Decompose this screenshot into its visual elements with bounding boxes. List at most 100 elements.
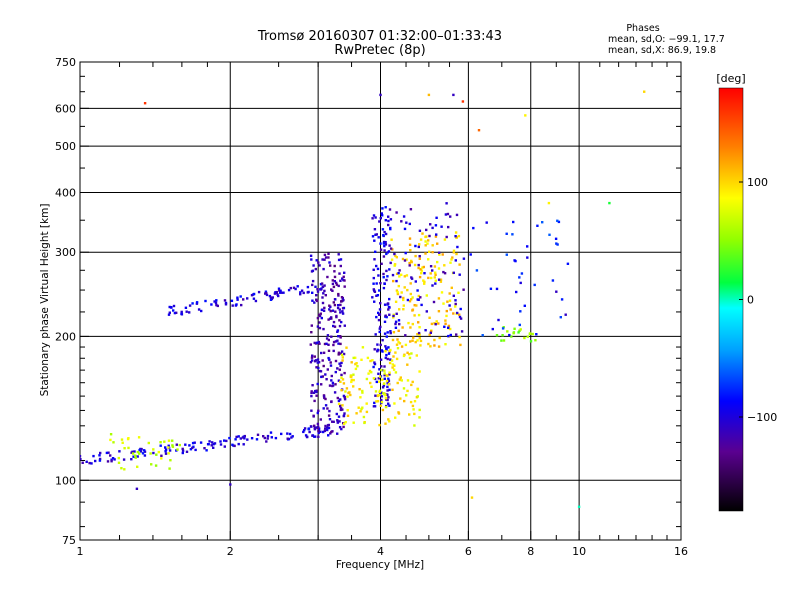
data-point <box>317 427 321 430</box>
data-point <box>427 276 430 280</box>
stats-header: Phases <box>626 23 659 34</box>
data-point <box>181 447 184 451</box>
data-point <box>437 267 441 270</box>
data-point <box>396 381 399 385</box>
data-point <box>264 290 268 293</box>
data-point <box>337 258 341 262</box>
data-point <box>377 372 380 375</box>
data-point <box>416 339 419 342</box>
data-point <box>431 251 434 254</box>
y-tick-label: 750 <box>55 56 76 69</box>
data-point <box>455 213 459 217</box>
data-point <box>317 435 320 438</box>
data-point <box>564 313 567 316</box>
data-point <box>231 304 234 307</box>
data-point <box>411 296 414 299</box>
data-point <box>265 293 269 297</box>
data-point <box>424 329 427 332</box>
data-point <box>445 309 448 313</box>
data-point <box>396 292 400 296</box>
data-point <box>413 412 416 416</box>
x-tick-label: 1 <box>77 545 84 558</box>
data-point <box>430 322 434 326</box>
data-point <box>359 410 362 413</box>
data-point <box>361 346 365 349</box>
data-point <box>383 365 386 368</box>
data-point <box>555 242 558 245</box>
data-point <box>318 313 321 316</box>
data-point <box>407 321 410 325</box>
data-point <box>434 224 438 227</box>
data-point <box>320 316 323 320</box>
data-point <box>320 375 323 379</box>
data-point <box>172 304 176 308</box>
data-point <box>366 356 370 360</box>
data-point <box>421 232 424 235</box>
data-point <box>319 418 322 421</box>
data-point <box>332 340 336 344</box>
data-point <box>370 371 373 374</box>
data-point <box>80 455 82 458</box>
data-point <box>418 370 421 373</box>
data-point <box>371 359 374 362</box>
data-point <box>320 351 323 355</box>
data-point <box>451 256 454 259</box>
data-point <box>379 404 383 407</box>
data-point <box>383 244 386 248</box>
data-point <box>387 383 391 386</box>
data-point <box>312 415 315 418</box>
data-point <box>394 300 398 303</box>
data-point <box>450 286 453 289</box>
data-point <box>376 294 380 297</box>
data-point <box>322 267 325 271</box>
data-point <box>409 400 413 404</box>
data-point <box>316 325 320 328</box>
data-point <box>390 359 394 362</box>
data-point <box>432 300 436 304</box>
data-point <box>502 339 506 342</box>
data-point <box>329 364 333 367</box>
data-point <box>397 284 400 288</box>
data-point <box>317 431 320 435</box>
data-point <box>311 283 314 287</box>
data-point <box>332 420 335 423</box>
data-point <box>390 238 393 241</box>
data-point <box>336 421 339 424</box>
data-point <box>311 384 314 387</box>
data-point <box>399 295 402 299</box>
data-point <box>384 394 387 397</box>
x-axis-label: Frequency [MHz] <box>336 559 424 571</box>
data-point <box>266 434 270 438</box>
data-point <box>328 384 332 387</box>
data-point <box>356 365 359 368</box>
data-point <box>344 390 347 393</box>
data-point <box>277 294 280 298</box>
data-point <box>551 279 555 282</box>
data-point <box>382 392 385 395</box>
data-point <box>395 279 398 283</box>
data-point <box>410 276 413 279</box>
data-point <box>379 282 382 285</box>
data-point <box>338 426 342 429</box>
data-point <box>109 433 113 436</box>
data-point <box>378 380 381 383</box>
data-point <box>388 208 392 211</box>
data-point <box>419 296 422 299</box>
data-point <box>319 288 322 291</box>
data-point <box>315 389 318 392</box>
data-point <box>316 341 319 344</box>
data-point <box>337 294 340 297</box>
data-point <box>378 289 381 292</box>
colorbar-tick-label: 0 <box>747 294 754 307</box>
data-point <box>338 324 342 328</box>
data-point <box>323 258 326 261</box>
data-point <box>505 253 508 256</box>
data-point <box>452 271 455 274</box>
data-point <box>389 348 392 352</box>
data-point <box>384 232 388 236</box>
data-point <box>352 356 355 360</box>
data-points <box>80 90 646 508</box>
data-point <box>269 298 273 301</box>
data-point <box>236 298 239 301</box>
data-point <box>355 362 358 365</box>
